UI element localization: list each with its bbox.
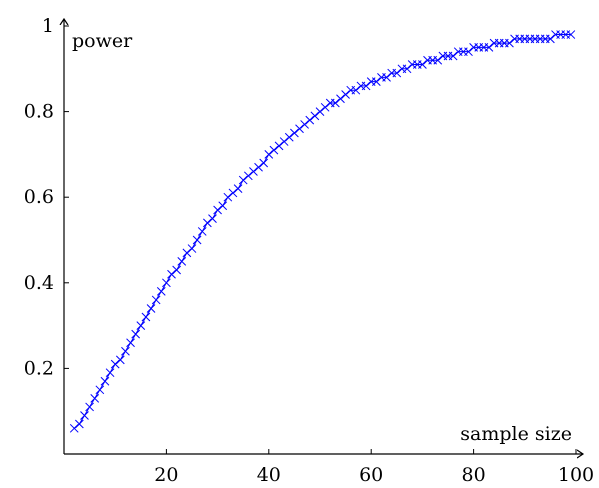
x-tick-label: 20: [154, 464, 178, 486]
data-point-marker: [320, 102, 330, 112]
data-point-marker: [100, 376, 110, 386]
data-point-marker: [151, 295, 161, 305]
data-point-marker: [208, 214, 217, 223]
data-point-marker: [464, 47, 473, 57]
data-point-marker: [259, 158, 269, 168]
data-point-marker: [197, 227, 207, 236]
data-point-marker: [279, 137, 289, 146]
y-tick-label: 0.2: [24, 357, 54, 379]
data-point-marker: [484, 43, 494, 52]
data-point-marker: [254, 162, 263, 172]
data-point-marker: [310, 111, 320, 121]
y-tick-label: 0.6: [24, 186, 54, 208]
data-point-marker: [126, 338, 135, 348]
data-point-marker: [75, 419, 84, 429]
data-point-marker: [223, 192, 233, 202]
data-point-marker: [448, 51, 458, 61]
data-point-marker: [95, 385, 105, 395]
series-group: [69, 30, 576, 433]
data-point-marker: [361, 81, 371, 91]
data-point-marker: [156, 287, 166, 296]
data-point-marker: [418, 60, 427, 69]
data-point-marker: [392, 68, 402, 78]
data-point-marker: [305, 115, 315, 125]
x-tick-label: 80: [462, 464, 486, 486]
data-point-marker: [172, 265, 181, 275]
data-point-marker: [218, 201, 228, 211]
data-point-marker: [546, 34, 555, 44]
data-point-marker: [233, 184, 243, 193]
data-point-marker: [90, 394, 100, 403]
data-point-marker: [177, 257, 187, 266]
data-point-marker: [371, 77, 381, 86]
data-point-marker: [300, 120, 309, 129]
data-point-marker: [433, 55, 443, 65]
data-point-marker: [274, 141, 284, 151]
x-axis-label: sample size: [460, 423, 572, 445]
data-point-marker: [249, 167, 258, 176]
data-point-marker: [187, 244, 197, 253]
y-tick-label: 0.4: [24, 272, 54, 294]
data-point-marker: [315, 107, 325, 116]
data-point-marker: [141, 312, 151, 322]
x-ticks: 20 40 60 80 100: [154, 449, 594, 486]
data-point-marker: [131, 329, 141, 339]
data-point-marker: [341, 90, 350, 99]
data-point-marker: [243, 171, 253, 181]
data-point-marker: [228, 188, 238, 198]
data-point-marker: [284, 132, 294, 142]
data-point-marker: [505, 38, 514, 48]
axes: [64, 19, 583, 454]
data-point-marker: [331, 98, 340, 108]
data-point-marker: [238, 175, 248, 185]
y-tick-label: 1: [42, 15, 54, 37]
data-point-marker: [351, 85, 361, 95]
data-point-marker: [162, 278, 171, 288]
data-point-marker: [402, 64, 412, 74]
data-point-marker: [192, 235, 202, 245]
data-point-marker: [146, 304, 156, 313]
data-point-marker: [295, 124, 304, 134]
data-point-marker: [264, 150, 274, 159]
data-point-marker: [336, 94, 345, 104]
data-point-marker: [115, 355, 125, 365]
x-tick-label: 100: [558, 464, 594, 486]
x-tick-label: 40: [257, 464, 281, 486]
data-point-marker: [85, 402, 94, 412]
data-point-marker: [290, 128, 299, 138]
y-axis-label: power: [72, 30, 133, 52]
data-point-marker: [105, 368, 115, 378]
data-point-marker: [167, 269, 176, 279]
x-tick-label: 60: [359, 464, 383, 486]
y-ticks: 0.2 0.4 0.6 0.8 1: [24, 15, 69, 379]
data-point-marker: [182, 248, 192, 258]
data-point-marker: [80, 411, 89, 420]
data-point-marker: [136, 321, 146, 330]
data-point-marker: [121, 346, 130, 356]
data-point-marker: [566, 30, 576, 39]
data-point-marker: [110, 359, 120, 369]
data-point-marker: [69, 423, 79, 433]
series-line: [73, 34, 571, 429]
data-point-marker: [203, 218, 212, 228]
data-point-marker: [213, 205, 222, 215]
data-point-marker: [382, 73, 391, 82]
data-point-marker: [269, 145, 279, 155]
y-tick-label: 0.8: [24, 101, 54, 123]
